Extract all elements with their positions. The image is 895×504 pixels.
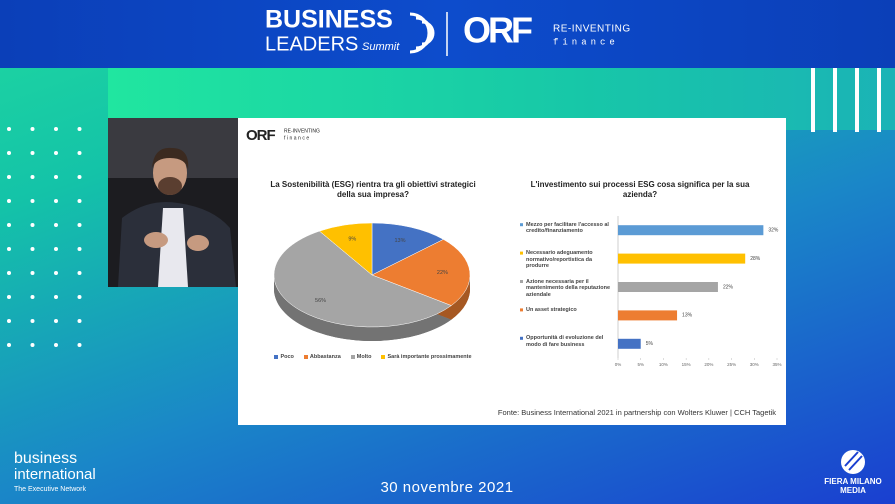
pie-slice xyxy=(273,230,452,328)
bar-title: L'investimento sui processi ESG cosa sig… xyxy=(530,180,750,199)
category-label: Azione necessaria per il mantenimento de… xyxy=(526,278,611,298)
org-line1: business xyxy=(14,450,77,467)
stripes xyxy=(811,68,881,132)
x-tick-label: 5% xyxy=(637,362,644,367)
bar xyxy=(618,253,746,264)
x-tick-label: 15% xyxy=(682,362,691,367)
legend-swatch xyxy=(381,355,386,359)
bar-value-label: 32% xyxy=(768,228,779,234)
legend-item: Sarà importante prossimamente xyxy=(381,354,472,360)
x-tick-label: 30% xyxy=(750,362,759,367)
pie-title: La Sostenibilità (ESG) rientra tra gli o… xyxy=(270,180,476,199)
sponsor-icon xyxy=(841,450,865,474)
speaker-video xyxy=(108,118,238,287)
sponsor-line1: FIERA MILANO xyxy=(824,477,881,486)
x-tick-label: 20% xyxy=(704,362,713,367)
legend-label: Poco xyxy=(280,354,294,360)
category-swatch xyxy=(520,336,523,340)
bar-value-label: 5% xyxy=(646,341,654,347)
category-label: Necessario adeguamento normativo/reporti… xyxy=(526,250,593,270)
pie-slice xyxy=(371,239,471,306)
speaker-image xyxy=(108,118,238,287)
pie-legend: Poco Abbastanza Molto Sarà importante pross… xyxy=(262,354,484,360)
bar xyxy=(618,282,718,292)
pie-slice xyxy=(318,222,373,276)
brand-mark xyxy=(409,12,435,54)
category-swatch xyxy=(520,280,523,283)
legend-item: Abbastanza xyxy=(303,354,341,360)
bar xyxy=(618,310,678,321)
legend-swatch xyxy=(274,355,279,359)
bar-value-label: 22% xyxy=(723,284,734,290)
slide-logo: ORF xyxy=(246,127,276,144)
bar-value-label: 13% xyxy=(682,313,693,319)
dot-grid xyxy=(6,126,86,348)
date: 30 novembre 2021 xyxy=(380,479,513,496)
brand-line2: LEADERS xyxy=(265,33,358,55)
category-swatch xyxy=(520,308,523,312)
org-line2: international xyxy=(14,466,96,483)
legend-item: Poco xyxy=(274,354,294,360)
pie-value-label: 13% xyxy=(395,238,406,244)
category-label: Un asset strategico xyxy=(526,306,577,313)
legend-item: Molto xyxy=(350,354,372,360)
sponsor-icon-mark xyxy=(844,451,863,471)
bar xyxy=(618,338,641,349)
org-tagline: The Executive Network xyxy=(14,486,86,493)
partner-line1: RE-INVENTING xyxy=(553,24,631,35)
category-swatch xyxy=(520,223,523,227)
bar xyxy=(618,225,764,236)
category-swatch xyxy=(520,251,523,255)
pie-value-label: 22% xyxy=(437,270,448,276)
pie-value-label: 9% xyxy=(348,236,356,242)
partner-logo: ORF xyxy=(463,10,532,51)
x-tick-label: 0% xyxy=(615,362,622,367)
legend-label: Molto xyxy=(356,354,372,360)
x-tick-label: 35% xyxy=(772,362,781,367)
slide-logo-line2: finance xyxy=(284,135,311,141)
category-label: Opportunità di evoluzione del modo di fa… xyxy=(526,335,604,348)
pie-value-label: 56% xyxy=(315,298,326,304)
slide-logo-line1: RE-INVENTING xyxy=(284,128,320,134)
brand-line3: Summit xyxy=(362,41,400,53)
legend-swatch xyxy=(303,355,308,359)
x-tick-label: 25% xyxy=(727,362,736,367)
pie-slice xyxy=(371,222,444,276)
bar-value-label: 28% xyxy=(750,256,761,262)
legend-label: Abbastanza xyxy=(309,354,341,360)
sponsor-line2: MEDIA xyxy=(840,486,866,495)
partner-line2: finance xyxy=(553,37,619,47)
source: Fonte: Business International 2021 in pa… xyxy=(498,408,776,417)
legend-label: Sarà importante prossimamente xyxy=(387,354,472,360)
brand-line1: BUSINESS xyxy=(265,6,393,34)
category-label: Mezzo per facilitare l'accesso al credit… xyxy=(526,221,609,235)
legend-swatch xyxy=(350,355,355,359)
x-tick-label: 10% xyxy=(659,362,668,367)
